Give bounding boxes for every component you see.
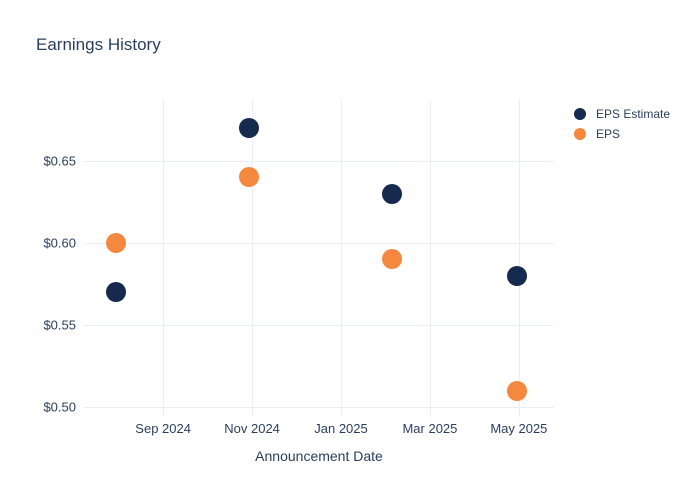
y-gridline [84,406,554,408]
data-point-eps-estimate[interactable] [106,282,126,303]
data-point-eps-estimate[interactable] [239,118,260,139]
x-axis: Sep 2024 Nov 2024 Jan 2025 Mar 2025 May 2025 [84,421,554,439]
legend-label: EPS [596,127,621,141]
y-gridline [84,242,554,244]
legend-item-eps-estimate[interactable]: EPS Estimate [574,104,670,124]
data-point-eps[interactable] [239,167,260,188]
x-tick-label: Nov 2024 [224,421,280,436]
x-gridline [341,99,342,417]
x-tick-label: Sep 2024 [135,421,191,436]
x-tick-label: Jan 2025 [314,421,368,436]
x-tick-label: Mar 2025 [402,421,458,436]
x-gridline [429,99,431,417]
y-gridline [84,160,554,162]
y-tick-label: $0.65 [43,153,76,169]
legend: EPS Estimate EPS [574,104,670,144]
legend-marker-icon [574,128,586,140]
chart-title: Earnings History [36,35,161,54]
y-tick-label: $0.50 [43,399,76,415]
x-gridline [163,99,165,417]
x-axis-title: Announcement Date [255,448,383,464]
legend-label: EPS Estimate [596,107,671,121]
data-point-eps-estimate[interactable] [381,183,402,204]
legend-marker-icon [574,108,586,120]
data-point-eps[interactable] [106,232,126,253]
y-tick-label: $0.55 [43,317,76,333]
y-axis: $0.50 $0.55 $0.60 $0.65 [0,99,84,417]
y-gridline [84,324,554,326]
data-point-eps[interactable] [507,380,528,401]
plot-area [84,99,554,417]
y-tick-label: $0.60 [43,235,76,251]
data-point-eps[interactable] [381,249,402,270]
x-tick-label: May 2025 [490,421,548,436]
x-gridline [252,99,254,417]
data-point-eps-estimate[interactable] [507,265,528,286]
legend-item-eps[interactable]: EPS [574,124,670,144]
x-gridline [518,99,520,417]
